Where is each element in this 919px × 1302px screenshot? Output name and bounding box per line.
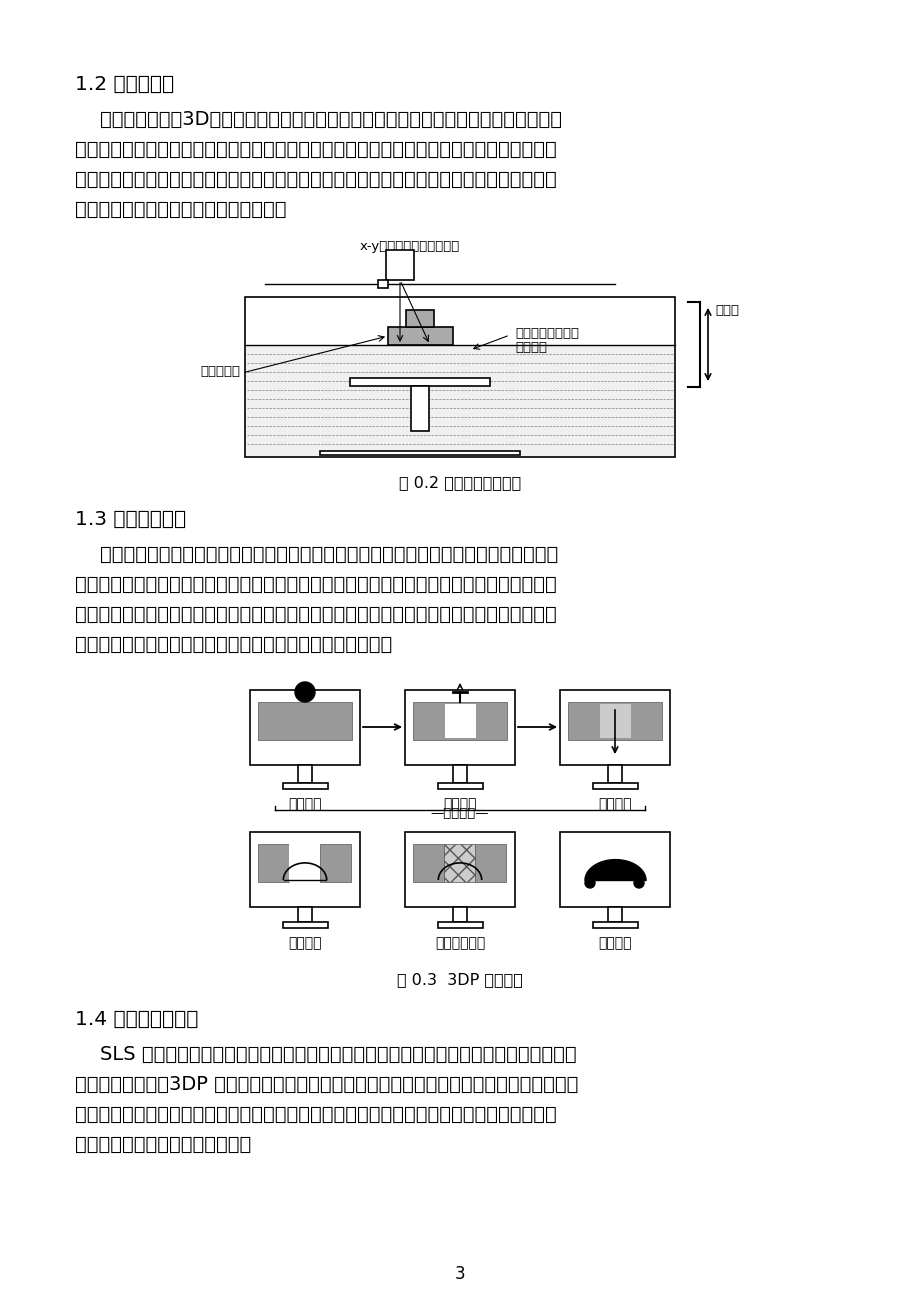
- Bar: [567, 702, 662, 740]
- Text: 3: 3: [454, 1266, 465, 1282]
- Text: 1.2 光固化成型: 1.2 光固化成型: [75, 76, 174, 94]
- Bar: [250, 690, 359, 766]
- Bar: [283, 783, 328, 789]
- Text: 图 0.2 光固化成型示意图: 图 0.2 光固化成型示意图: [399, 475, 520, 490]
- Bar: [298, 907, 312, 922]
- Bar: [283, 922, 328, 928]
- Bar: [560, 690, 669, 766]
- Text: 究的最透彻、生产制造技术最成熟的、应用也为最广泛的快速成型技术之一。光固化技术，主: 究的最透彻、生产制造技术最成熟的、应用也为最广泛的快速成型技术之一。光固化技术，…: [75, 141, 556, 159]
- Bar: [607, 907, 621, 922]
- Text: 印刷最后一层: 印刷最后一层: [435, 936, 484, 950]
- Text: 类原料，粉末粘接技术工作原理是，先在底部平台上铺一层粉末，然后通过喷嘴将粘合剂喷在: 类原料，粉末粘接技术工作原理是，先在底部平台上铺一层粉末，然后通过喷嘴将粘合剂喷…: [75, 575, 556, 594]
- Text: 要使用各种光敏树脂为材料，通过紫外光或者其他光源照射凝固成型，逐层实现光固化，最终: 要使用各种光敏树脂为材料，通过紫外光或者其他光源照射凝固成型，逐层实现光固化，最…: [75, 171, 556, 189]
- Bar: [437, 922, 482, 928]
- Bar: [257, 702, 352, 740]
- Bar: [244, 297, 675, 457]
- Bar: [349, 378, 490, 385]
- Text: 撒布粉末: 撒布粉末: [288, 797, 322, 811]
- Bar: [437, 783, 482, 789]
- Text: 在粉末上扫描，与3DP 不同的是，它首先铺一层粉末材料，将材料预热到接近燕化点，再使用: 在粉末上扫描，与3DP 不同的是，它首先铺一层粉末材料，将材料预热到接近燕化点，…: [75, 1075, 578, 1094]
- Text: 需要成型的区域中，让材料粉末自行粘接，形成零件截面，然后在截面平台上不断重复铺粉、: 需要成型的区域中，让材料粉末自行粘接，形成零件截面，然后在截面平台上不断重复铺粉…: [75, 605, 556, 624]
- Text: 得到完整的产品。光固化成型示意图如下: 得到完整的产品。光固化成型示意图如下: [75, 201, 286, 219]
- Bar: [250, 832, 359, 907]
- Text: 三维粉末粘接的原料采用的是各种粉末材料，比如塑料粉末、陶瓷粉末、金属粉末等粉末: 三维粉末粘接的原料采用的是各种粉末材料，比如塑料粉末、陶瓷粉末、金属粉末等粉末: [75, 546, 558, 564]
- Bar: [474, 844, 505, 881]
- Bar: [388, 327, 452, 345]
- Text: 零件成品: 零件成品: [597, 936, 631, 950]
- Bar: [298, 766, 312, 783]
- Text: 成型的物体: 成型的物体: [199, 365, 240, 378]
- Text: 中间阶段: 中间阶段: [288, 936, 322, 950]
- Bar: [560, 832, 669, 907]
- Text: 喷涂、粘接的过程，一层一层叠加，获得最终打印出来的零件: 喷涂、粘接的过程，一层一层叠加，获得最终打印出来的零件: [75, 635, 391, 654]
- Text: 单层印刷: 单层印刷: [443, 797, 476, 811]
- Bar: [607, 766, 621, 783]
- Text: 光固化技术是在3D打印技术中最先发展起来的一种快速成型制造工艺，同样也是目前研: 光固化技术是在3D打印技术中最先发展起来的一种快速成型制造工艺，同样也是目前研: [75, 109, 562, 129]
- Bar: [444, 844, 474, 881]
- Bar: [289, 844, 320, 881]
- Bar: [245, 345, 674, 456]
- Text: —循环重复—: —循环重复—: [430, 807, 489, 820]
- Bar: [320, 844, 351, 881]
- Text: 下降活塞: 下降活塞: [597, 797, 631, 811]
- Bar: [413, 844, 444, 881]
- Text: 激光在该层截面上扫描，使粉末温度升到燕化点，然后烧结形成粘接物，最后进行层层截面的: 激光在该层截面上扫描，使粉末温度升到燕化点，然后烧结形成粘接物，最后进行层层截面…: [75, 1105, 556, 1124]
- Text: 1.4 选择性激光烧结: 1.4 选择性激光烧结: [75, 1010, 199, 1029]
- Bar: [411, 385, 428, 431]
- Bar: [257, 844, 289, 881]
- Bar: [320, 450, 519, 454]
- Bar: [405, 310, 434, 327]
- Text: 紫外线光固化液体: 紫外线光固化液体: [515, 327, 578, 340]
- Bar: [404, 832, 515, 907]
- Bar: [452, 766, 467, 783]
- Bar: [452, 907, 467, 922]
- Text: x-y方向运动的紫外线光源: x-y方向运动的紫外线光源: [359, 240, 460, 253]
- Bar: [599, 704, 630, 738]
- Bar: [404, 690, 515, 766]
- Circle shape: [295, 682, 314, 702]
- Bar: [445, 704, 475, 738]
- Text: 液体表面: 液体表面: [515, 341, 547, 354]
- Bar: [593, 783, 637, 789]
- Text: 烧结，，直至完成整个模型成型。: 烧结，，直至完成整个模型成型。: [75, 1135, 251, 1154]
- Bar: [593, 922, 637, 928]
- Bar: [386, 250, 414, 280]
- Circle shape: [633, 878, 643, 888]
- Text: 1.3 粉末粘接技术: 1.3 粉末粘接技术: [75, 510, 186, 529]
- Text: SLS 的原理是利用粉末材料在激光照射下烧结，控制系统控制激光束按照该层的截面轮廓: SLS 的原理是利用粉末材料在激光照射下烧结，控制系统控制激光束按照该层的截面轮…: [75, 1046, 576, 1064]
- Bar: [378, 280, 388, 288]
- Text: 升降台: 升降台: [714, 303, 738, 316]
- Bar: [413, 702, 506, 740]
- Circle shape: [584, 878, 595, 888]
- Text: 图 0.3  3DP 工艺原理: 图 0.3 3DP 工艺原理: [397, 973, 522, 987]
